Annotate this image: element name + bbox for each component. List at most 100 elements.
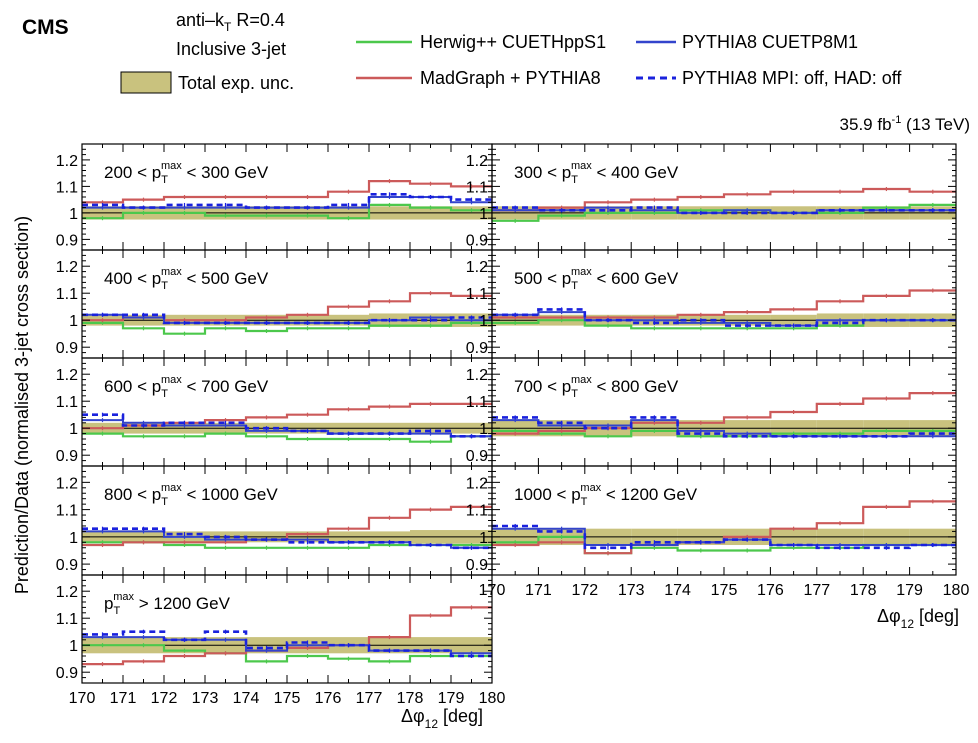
panel-6: 0.9 1 1.1 1.2 300 < pTmax < 400 GeV [466,143,957,251]
x-tick-label: 179 [896,582,923,599]
x-tick-label: 173 [192,690,219,707]
y-tick-label: 1 [69,206,78,223]
y-tick-label: 0.9 [56,557,78,574]
y-tick-label: 1.1 [466,394,488,411]
algorithm-label: anti–kT R=0.4 [176,10,285,34]
y-tick-label: 1 [69,313,78,330]
legend-pythia-label: PYTHIA8 CUETP8M1 [682,32,858,52]
x-tick-label: 176 [315,690,342,707]
panel-3: 0.9 1 1.1 1.2 600 < pTmax < 700 GeV [56,357,493,467]
panel-label: 200 < pTmax < 300 GeV [104,160,269,186]
cms-label: CMS [22,16,69,39]
x-tick-label: 175 [711,582,738,599]
panel-2: 0.9 1 1.1 1.2 400 < pTmax < 500 GeV [56,249,493,359]
x-tick-label: 175 [274,690,301,707]
x-tick-label: 173 [618,582,645,599]
y-tick-label: 1.2 [56,153,78,170]
legend-pythia-nompi-label: PYTHIA8 MPI: off, HAD: off [682,68,902,88]
panel-label: 300 < pTmax < 400 GeV [514,160,679,186]
y-tick-label: 1.2 [466,367,488,384]
y-tick-label: 0.9 [466,557,488,574]
y-tick-label: 1.1 [466,179,488,196]
panel-label: 500 < pTmax < 600 GeV [514,266,679,292]
y-tick-label: 1.1 [56,611,78,628]
series-pythia-nompi [492,416,956,438]
y-tick-label: 1 [479,313,488,330]
series-pythia-nompi [492,206,956,215]
panel-frame [81,357,493,467]
series-herwig [82,432,492,443]
x-tick-label: 177 [356,690,383,707]
x-tick-label: 170 [69,690,96,707]
panel-frame [491,465,957,576]
legend-band-label: Total exp. unc. [178,73,294,93]
panel-label: 700 < pTmax < 800 GeV [514,374,679,400]
x-tick-label: 172 [151,690,178,707]
panel-1: 0.9 1 1.1 1.2 200 < pTmax < 300 GeV [56,143,493,251]
x-axis-label-right: Δφ12 [deg] [877,606,959,631]
y-tick-label: 1.2 [56,584,78,601]
y-tick-label: 1.1 [56,179,78,196]
panel-frame [81,574,493,684]
y-tick-label: 1.2 [56,259,78,276]
y-tick-label: 1.2 [466,153,488,170]
series-pythia-nompi [82,630,492,658]
x-tick-label: 170 [479,582,506,599]
y-tick-label: 1.1 [56,286,78,303]
y-tick-label: 0.9 [466,448,488,465]
panel-label: 600 < pTmax < 700 GeV [104,374,269,400]
x-tick-label: 174 [233,690,260,707]
y-tick-label: 1 [479,530,488,547]
x-tick-label: 178 [850,582,877,599]
y-tick-label: 1 [479,206,488,223]
series-herwig [82,644,492,663]
selection-label: Inclusive 3-jet [176,39,286,59]
x-tick-label: 171 [110,690,137,707]
panel-label: 800 < pTmax < 1000 GeV [104,482,278,508]
panel-4: 0.9 1 1.1 1.2 800 < pTmax < 1000 GeV [56,465,493,576]
y-tick-label: 1.1 [56,394,78,411]
y-tick-label: 1.2 [56,475,78,492]
y-axis-label: Prediction/Data (normalised 3-jet cross … [12,216,32,594]
x-tick-label: 177 [803,582,830,599]
series-madgraph [82,180,492,204]
y-tick-label: 1.1 [466,286,488,303]
x-tick-label: 180 [943,582,970,599]
y-tick-label: 1 [479,421,488,438]
series-pythia-nompi [492,524,956,550]
x-tick-label: 180 [479,690,506,707]
series-pythia-nompi [82,413,492,438]
x-tick-label: 179 [438,690,465,707]
y-tick-label: 0.9 [466,340,488,357]
y-tick-label: 0.9 [56,232,78,249]
series-pythia-nompi [82,527,492,550]
panel-label: pTmax > 1200 GeV [104,591,231,617]
y-tick-label: 1 [69,421,78,438]
y-tick-label: 1.2 [466,475,488,492]
series-madgraph [492,392,956,435]
legend: Total exp. unc. Herwig++ CUETHppS1 MadGr… [120,32,902,94]
panel-9: 0.9 1 1.1 1.2 1000 < pTmax < 1200 GeV 170 171 1… [466,465,970,599]
x-axis-label-left: Δφ12 [deg] [401,706,483,731]
ratio-panels: 0.9 1 1.1 1.2 200 < pTmax < 300 GeV 0.9 1 1.1 1.… [56,143,970,707]
legend-herwig-label: Herwig++ CUETHppS1 [420,32,606,52]
y-tick-label: 0.9 [56,340,78,357]
legend-band-swatch [120,71,172,94]
y-tick-label: 1 [69,530,78,547]
y-tick-label: 1.1 [466,503,488,520]
x-tick-label: 176 [757,582,784,599]
x-tick-label: 172 [571,582,598,599]
y-tick-label: 0.9 [466,232,488,249]
luminosity-label: 35.9 fb-1 (13 TeV) [840,114,970,134]
series-herwig [492,535,956,555]
series-madgraph [492,289,956,319]
panel-7: 0.9 1 1.1 1.2 500 < pTmax < 600 GeV [466,249,957,359]
panel-label: 400 < pTmax < 500 GeV [104,266,269,292]
legend-madgraph-label: MadGraph + PYTHIA8 [420,68,601,88]
y-tick-label: 1.1 [56,503,78,520]
y-tick-label: 0.9 [56,448,78,465]
panel-label: 1000 < pTmax < 1200 GeV [514,482,698,508]
panel-frame [81,465,493,576]
panel-8: 0.9 1 1.1 1.2 700 < pTmax < 800 GeV [466,357,957,467]
